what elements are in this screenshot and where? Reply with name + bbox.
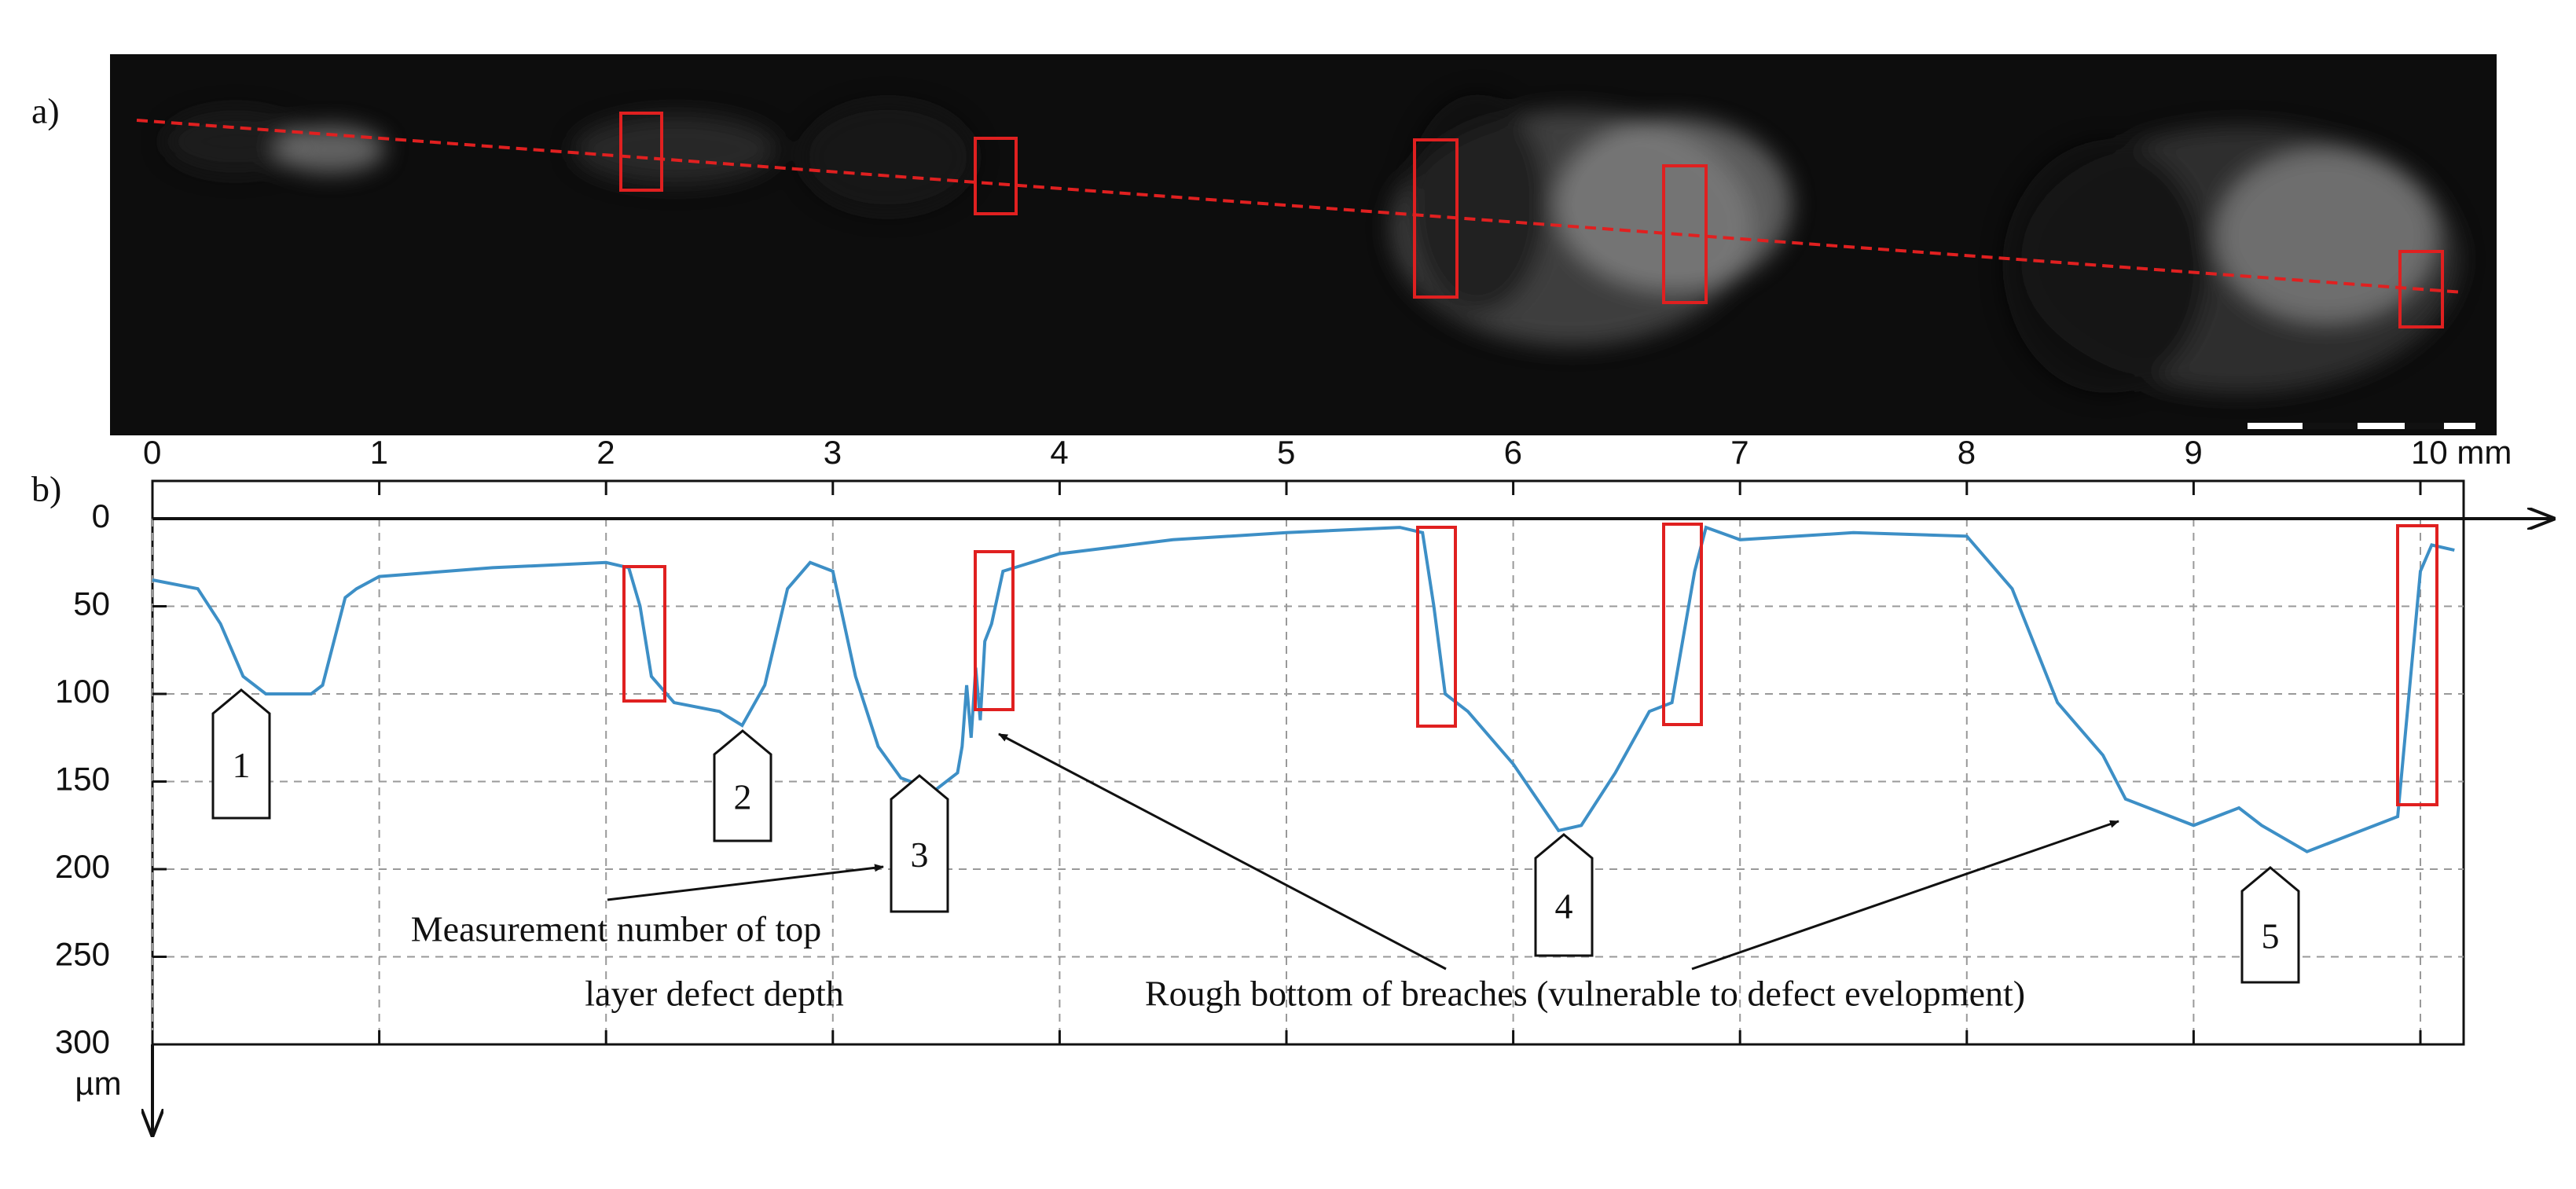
- callout: [890, 774, 949, 913]
- callout-label: 2: [734, 777, 752, 817]
- callout-label: 3: [911, 835, 929, 875]
- callout-label: 5: [2262, 916, 2280, 956]
- measurement-boxes-a: [619, 112, 2444, 328]
- x-tick-label: 5: [1277, 434, 1295, 471]
- x-tick-label: 6: [1504, 434, 1522, 471]
- panel-label: b): [31, 469, 61, 509]
- y-tick-label: 0: [92, 497, 110, 534]
- callout: [211, 688, 271, 820]
- x-tick-label: 1: [370, 434, 388, 471]
- x-tick-label: 3: [824, 434, 842, 471]
- plot-frame: [151, 479, 2465, 1046]
- y-tick-label: 50: [73, 585, 110, 622]
- y-tick-label: 200: [55, 848, 110, 885]
- annotation-arrow: [1691, 820, 2119, 971]
- profile-line: [136, 119, 2464, 294]
- callout: [1534, 833, 1594, 957]
- profile-line: [152, 525, 2455, 853]
- y-tick-label: 300: [55, 1023, 110, 1060]
- annotation-arrow: [607, 864, 884, 901]
- measurement-boxes-b: [622, 523, 2438, 806]
- x-tick-label: 7: [1730, 434, 1749, 471]
- profile-chart: 0 1 2 3 4 5 6 7 8 9 10 mm 0 50 100 150 200 250 300 µm 1 2 3 4 5: [55, 434, 2554, 1136]
- y-tick-label: 150: [55, 761, 110, 798]
- callout: [713, 729, 772, 842]
- callout: [2240, 866, 2300, 984]
- callout-label: 4: [1555, 886, 1573, 927]
- micrograph: [110, 54, 2497, 435]
- x-tick-label: 0: [143, 434, 161, 471]
- y-axis-unit: µm: [75, 1065, 121, 1102]
- x-tick-label: 4: [1050, 434, 1068, 471]
- x-tick-label: 10 mm: [2411, 434, 2512, 471]
- y-tick-label: 250: [55, 936, 110, 973]
- x-tick-label: 9: [2184, 434, 2202, 471]
- annotation: layer defect depth: [585, 974, 843, 1014]
- x-tick-label: 2: [596, 434, 615, 471]
- annotation: Rough bottom of breaches (vulnerable to …: [1145, 974, 2025, 1014]
- callout-label: 1: [233, 745, 251, 785]
- y-tick-label: 100: [55, 673, 110, 710]
- panel-label: a): [31, 91, 60, 131]
- annotation: Measurement number of top: [411, 909, 821, 949]
- x-tick-label: 8: [1958, 434, 1976, 471]
- annotation-arrow: [998, 732, 1447, 971]
- scale-bar: [2248, 423, 2475, 429]
